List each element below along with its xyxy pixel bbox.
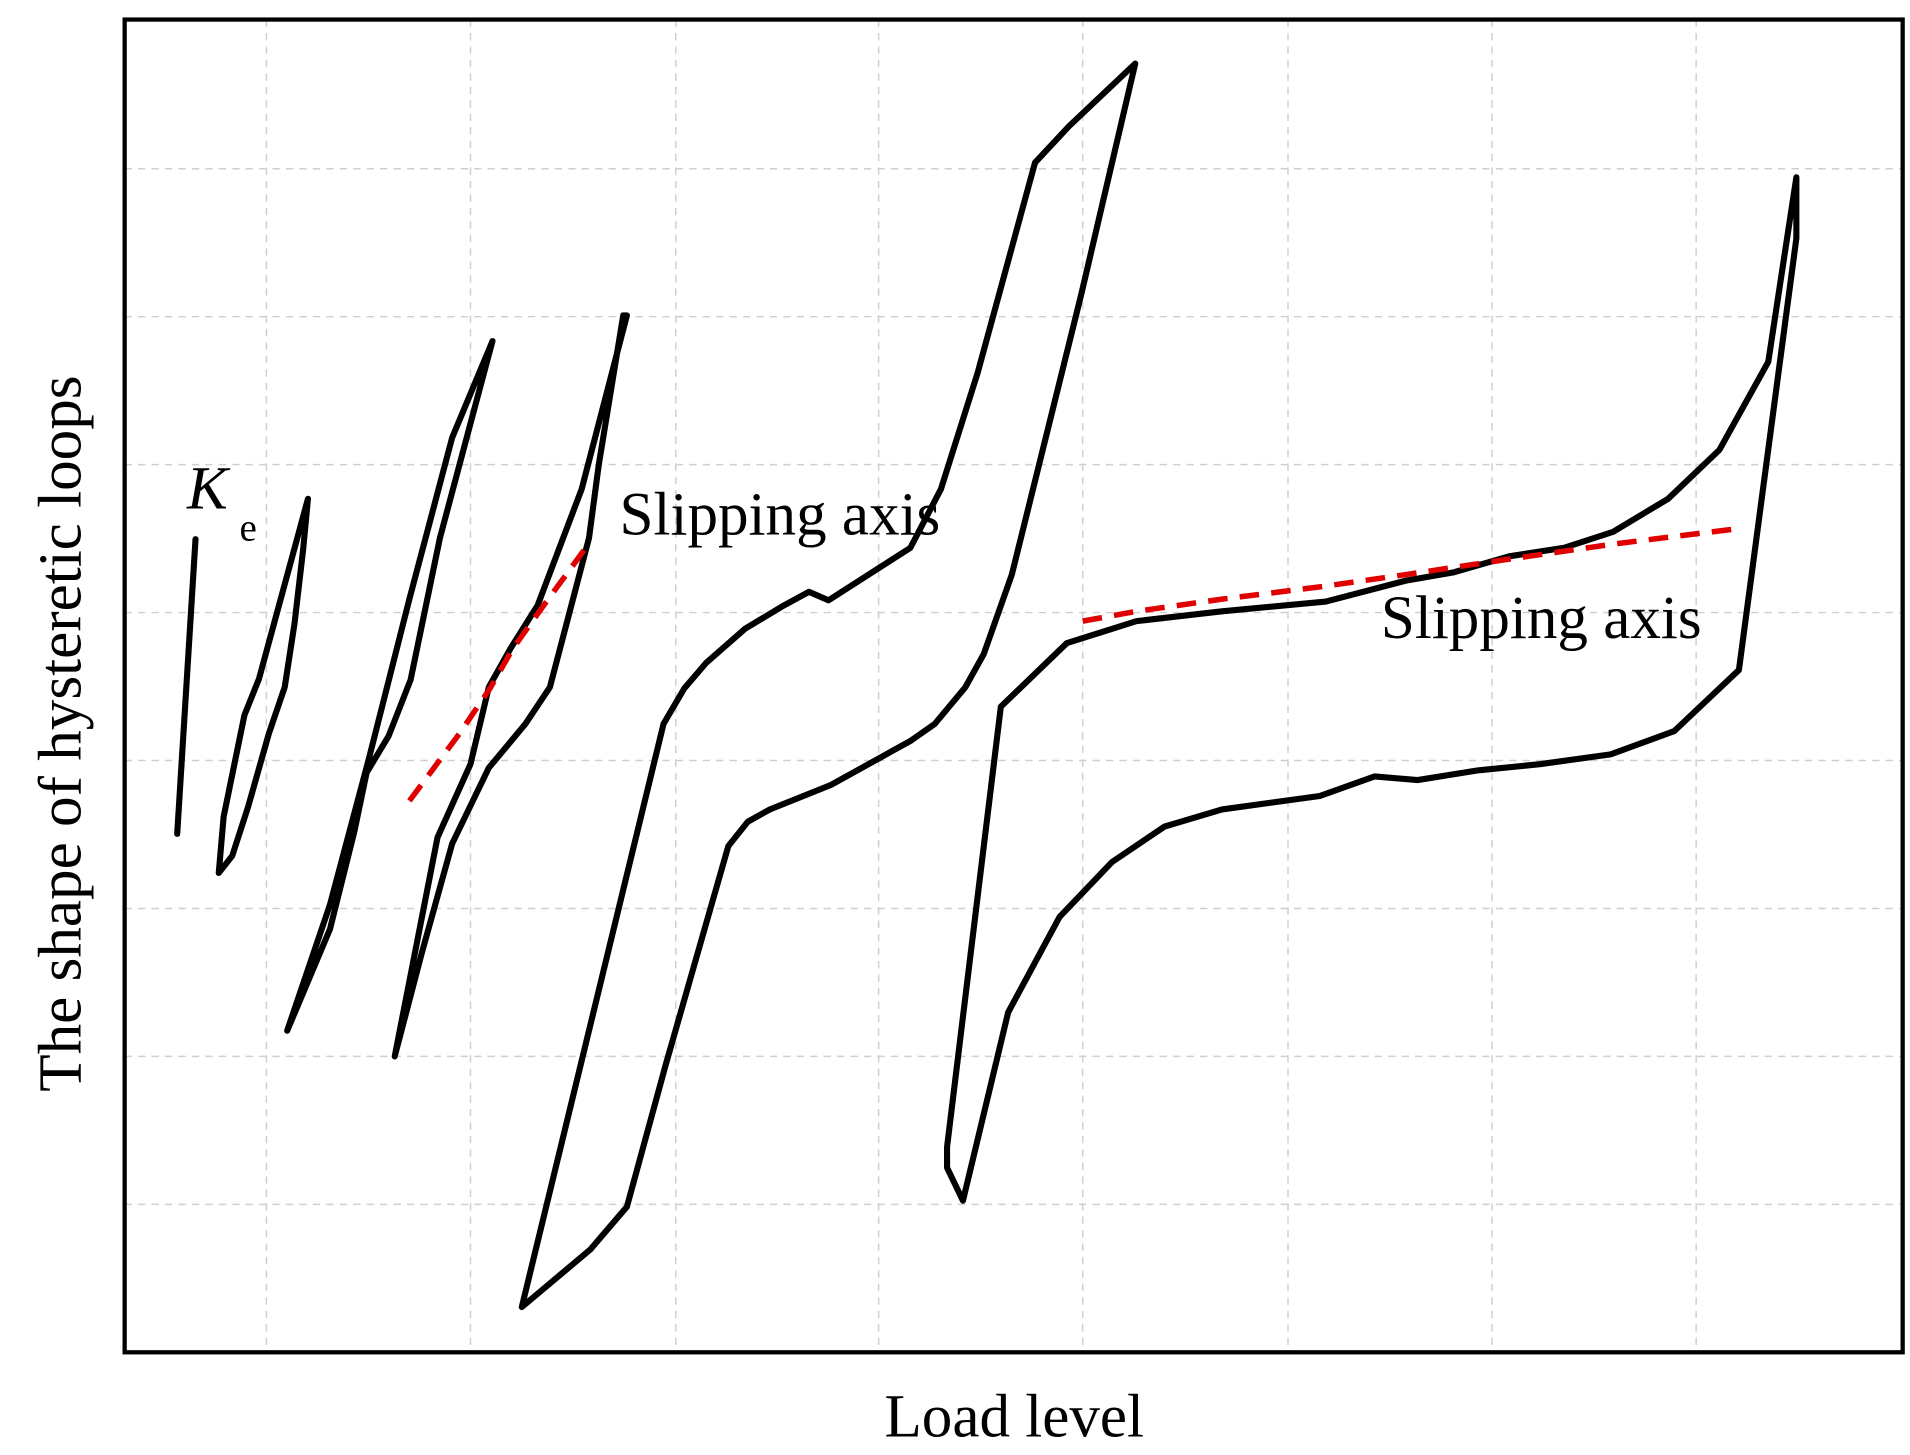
annotation: Slipping axis [620, 481, 941, 548]
plot-frame [122, 17, 1905, 1355]
initial-stiffness-line [174, 536, 199, 837]
slipping-axis-line [1082, 525, 1742, 624]
loop [215, 495, 312, 877]
grid [124, 19, 1903, 1353]
annotation: Slipping axis [1381, 585, 1702, 652]
hysteresis-curves [174, 60, 1800, 1311]
loop [944, 174, 1800, 1204]
y-axis-label: The shape of hysteretic loops [28, 375, 95, 1091]
loop [391, 312, 630, 1060]
x-axis-label: Load level [884, 1384, 1144, 1451]
slipping-axis-line [407, 540, 593, 803]
stiffness-subscript: e [240, 506, 257, 549]
loop [518, 60, 1139, 1311]
stiffness-symbol: K [186, 456, 231, 523]
loop [284, 338, 496, 1034]
